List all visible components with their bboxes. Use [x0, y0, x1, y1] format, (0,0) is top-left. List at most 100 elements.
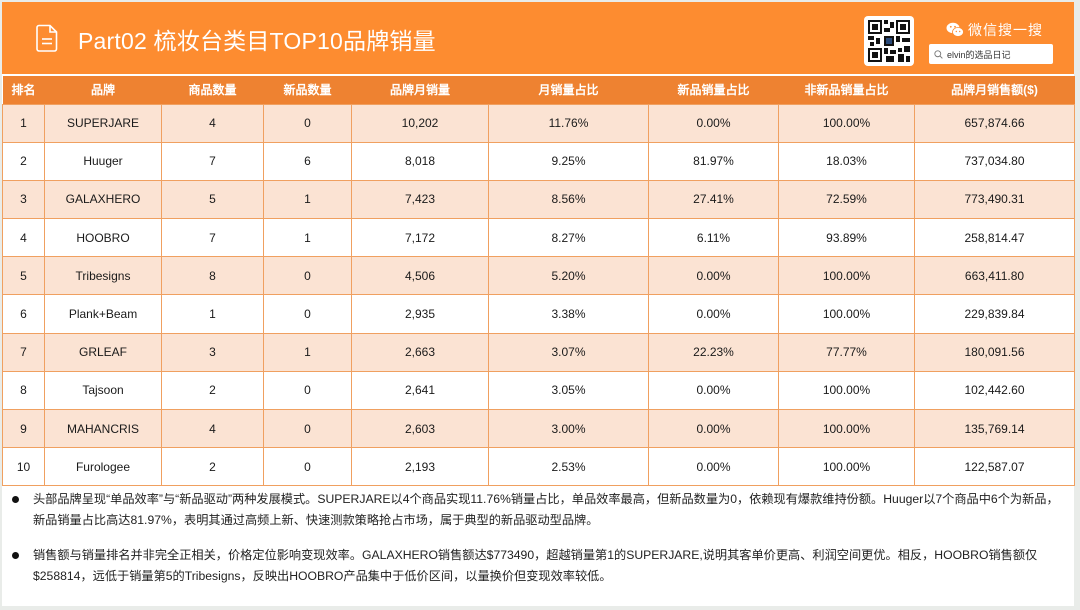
table-cell: 657,874.66	[914, 103, 1075, 143]
column-header: 品牌	[44, 76, 162, 104]
wechat-label: 微信搜一搜	[968, 22, 1043, 38]
table-row: 8 Tajsoon 2 0 2,641 3.05% 0.00% 100.00% 102,442.…	[2, 370, 1075, 411]
column-header: 品牌月销量	[351, 76, 489, 104]
table-cell: 72.59%	[778, 179, 915, 220]
table-cell: 100.00%	[778, 256, 915, 296]
table-cell: 0.00%	[648, 370, 779, 411]
table-cell: 773,490.31	[914, 179, 1075, 220]
table-cell: 2,935	[351, 294, 489, 334]
table-cell: 10	[2, 447, 45, 487]
page-title: Part02 梳妆台类目TOP10品牌销量	[78, 28, 436, 54]
search-icon	[934, 49, 943, 59]
table-cell: GRLEAF	[44, 332, 162, 372]
table-cell: 81.97%	[648, 141, 779, 181]
table-cell: 0	[263, 103, 352, 143]
table-cell: 122,587.07	[914, 447, 1075, 487]
bullet-icon	[12, 552, 19, 559]
table-cell: 2,603	[351, 408, 489, 449]
table-cell: 1	[263, 332, 352, 372]
table-cell: 8,018	[351, 141, 489, 181]
table-cell: 2,641	[351, 370, 489, 411]
brand-sales-table: 排名 品牌 商品数量 新品数量 品牌月销量 月销量占比 新品销量占比 非新品销量占比 品牌月销售…	[2, 76, 1075, 487]
table-cell: 258,814.47	[914, 218, 1075, 258]
table-cell: 0.00%	[648, 294, 779, 334]
table-cell: 5.20%	[488, 256, 649, 296]
table-cell: 1	[161, 294, 264, 334]
table-cell: 1	[263, 218, 352, 258]
table-cell: GALAXHERO	[44, 179, 162, 220]
table-cell: Tajsoon	[44, 370, 162, 411]
search-text: elvin的选品日记	[947, 49, 1011, 60]
table-cell: Furologee	[44, 447, 162, 487]
table-cell: 4,506	[351, 256, 489, 296]
table-cell: 8.56%	[488, 179, 649, 220]
column-header: 非新品销量占比	[778, 76, 915, 104]
note-item: 头部品牌呈现“单品效率”与“新品驱动”两种发展模式。SUPERJARE以4个商品…	[12, 489, 1062, 531]
table-cell: 9	[2, 408, 45, 449]
table-cell: 22.23%	[648, 332, 779, 372]
table-cell: 7	[161, 218, 264, 258]
analysis-notes: 头部品牌呈现“单品效率”与“新品驱动”两种发展模式。SUPERJARE以4个商品…	[12, 489, 1062, 601]
table-cell: 0.00%	[648, 103, 779, 143]
table-cell: 100.00%	[778, 370, 915, 411]
table-cell: 0	[263, 294, 352, 334]
table-header-row: 排名 品牌 商品数量 新品数量 品牌月销量 月销量占比 新品销量占比 非新品销量占比 品牌月销售…	[2, 76, 1075, 104]
note-text: 销售额与销量排名并非完全正相关，价格定位影响变现效率。GALAXHERO销售额达…	[33, 548, 1038, 583]
table-cell: 663,411.80	[914, 256, 1075, 296]
table-cell: 100.00%	[778, 447, 915, 487]
table-cell: 102,442.60	[914, 370, 1075, 411]
table-cell: 8	[161, 256, 264, 296]
table-cell: 0.00%	[648, 447, 779, 487]
wechat-icon	[946, 22, 964, 37]
table-cell: 3	[2, 179, 45, 220]
table-cell: 8	[2, 370, 45, 411]
table-cell: 737,034.80	[914, 141, 1075, 181]
table-cell: 7	[161, 141, 264, 181]
table-row: 1 SUPERJARE 4 0 10,202 11.76% 0.00% 100.00% 657,…	[2, 103, 1075, 143]
table-cell: 18.03%	[778, 141, 915, 181]
table-cell: 6.11%	[648, 218, 779, 258]
table-cell: 100.00%	[778, 294, 915, 334]
table-cell: 4	[161, 103, 264, 143]
table-cell: 2	[161, 447, 264, 487]
wechat-search-box[interactable]: elvin的选品日记	[929, 44, 1053, 64]
table-cell: 4	[2, 218, 45, 258]
table-cell: SUPERJARE	[44, 103, 162, 143]
document-icon	[36, 24, 58, 52]
table-cell: 93.89%	[778, 218, 915, 258]
table-cell: 5	[2, 256, 45, 296]
table-cell: 0	[263, 447, 352, 487]
column-header: 月销量占比	[488, 76, 649, 104]
table-row: 3 GALAXHERO 5 1 7,423 8.56% 27.41% 72.59% 773,49…	[2, 179, 1075, 220]
table-cell: 0.00%	[648, 408, 779, 449]
table-cell: 3.05%	[488, 370, 649, 411]
table-row: 2 Huuger 7 6 8,018 9.25% 81.97% 18.03% 737,034.8…	[2, 141, 1075, 181]
table-cell: 3.38%	[488, 294, 649, 334]
column-header: 排名	[2, 76, 45, 104]
table-row: 7 GRLEAF 3 1 2,663 3.07% 22.23% 77.77% 180,091.5…	[2, 332, 1075, 372]
table-cell: 9.25%	[488, 141, 649, 181]
table-cell: 7,172	[351, 218, 489, 258]
table-cell: 11.76%	[488, 103, 649, 143]
table-cell: 5	[161, 179, 264, 220]
table-cell: MAHANCRIS	[44, 408, 162, 449]
table-row: 10 Furologee 2 0 2,193 2.53% 0.00% 100.00% 122,5…	[2, 447, 1075, 487]
table-cell: HOOBRO	[44, 218, 162, 258]
table-cell: 2,193	[351, 447, 489, 487]
table-cell: Plank+Beam	[44, 294, 162, 334]
table-cell: 1	[2, 103, 45, 143]
column-header: 品牌月销售额($)	[914, 76, 1075, 104]
table-cell: 77.77%	[778, 332, 915, 372]
table-cell: 3	[161, 332, 264, 372]
column-header: 新品销量占比	[648, 76, 779, 104]
table-row: 4 HOOBRO 7 1 7,172 8.27% 6.11% 93.89% 258,814.47	[2, 218, 1075, 258]
header-banner: Part02 梳妆台类目TOP10品牌销量 微信搜一搜	[2, 2, 1074, 74]
table-cell: 7	[2, 332, 45, 372]
table-cell: 0	[263, 408, 352, 449]
wechat-search-label: 微信搜一搜	[946, 20, 1043, 40]
note-item: 销售额与销量排名并非完全正相关，价格定位影响变现效率。GALAXHERO销售额达…	[12, 545, 1062, 587]
table-cell: 229,839.84	[914, 294, 1075, 334]
table-cell: 0	[263, 370, 352, 411]
note-text: 头部品牌呈现“单品效率”与“新品驱动”两种发展模式。SUPERJARE以4个商品…	[33, 492, 1059, 527]
